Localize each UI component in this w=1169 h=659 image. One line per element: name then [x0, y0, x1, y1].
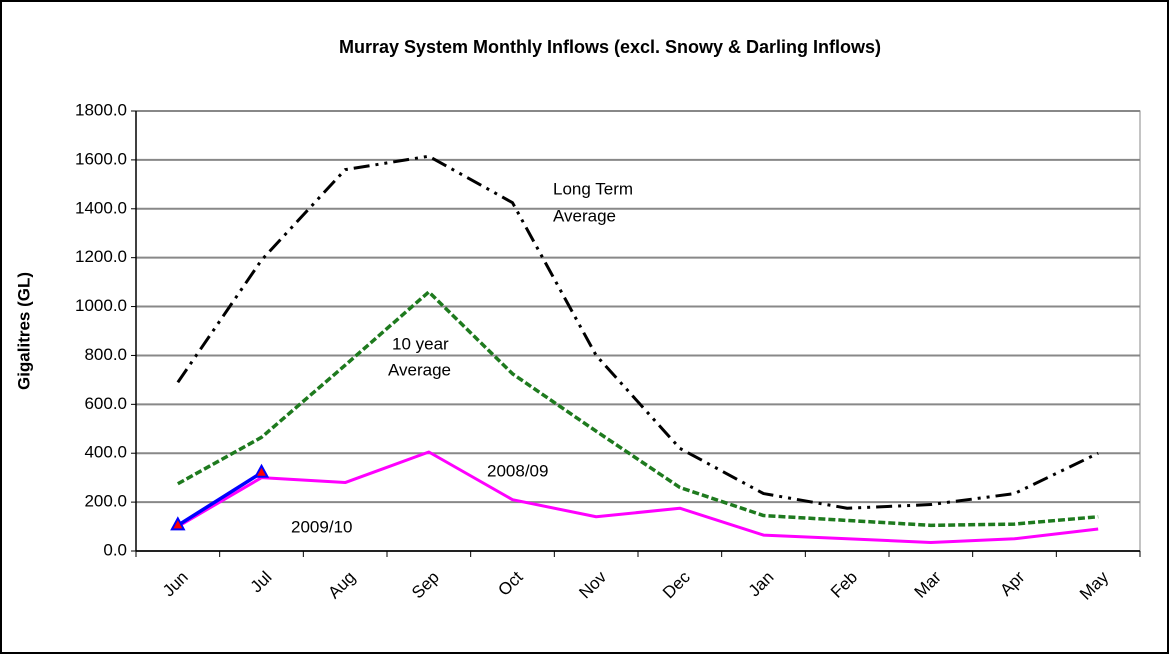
series-line	[176, 154, 1099, 510]
series-line	[176, 471, 263, 527]
chart-title: Murray System Monthly Inflows (excl. Sno…	[339, 37, 881, 57]
y-tick-label: 1000.0	[75, 296, 127, 315]
y-tick-label: 400.0	[84, 443, 127, 462]
series-annotation: Long Term	[553, 179, 633, 198]
y-tick-label: 1400.0	[75, 198, 127, 217]
series-annotation: 2008/09	[487, 461, 548, 480]
plot-area	[135, 110, 1141, 552]
series-line	[177, 450, 1099, 544]
y-tick-label: 800.0	[84, 345, 127, 364]
series-line	[176, 290, 1099, 528]
y-tick-label: 200.0	[84, 492, 127, 511]
series-annotation: 10 year	[392, 334, 449, 353]
y-tick-label: 1800.0	[75, 100, 127, 119]
series-annotation: Average	[388, 360, 451, 379]
y-axis-label: Gigalitres (GL)	[14, 272, 33, 390]
y-tick-label: 0.0	[103, 540, 127, 559]
series-annotation: Average	[553, 206, 616, 225]
marker	[253, 463, 270, 478]
marker	[170, 516, 186, 531]
series-annotation: 2009/10	[291, 517, 352, 536]
y-tick-label: 1200.0	[75, 247, 127, 266]
y-tick-label: 1600.0	[75, 149, 127, 168]
y-tick-label: 600.0	[84, 394, 127, 413]
